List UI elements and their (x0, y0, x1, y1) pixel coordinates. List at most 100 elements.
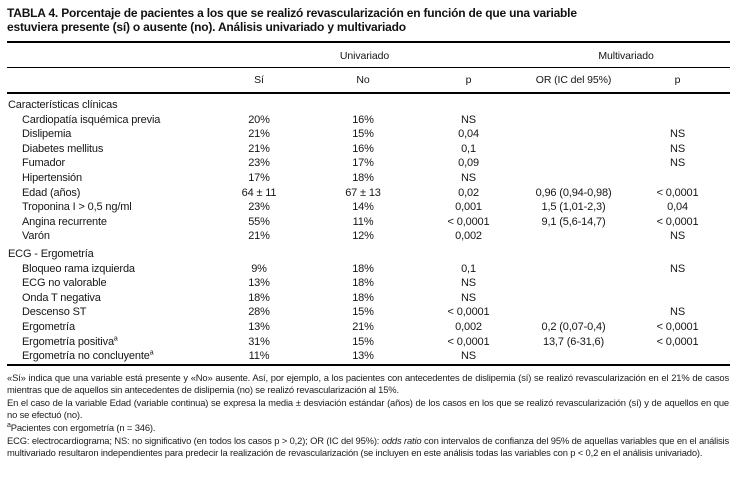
table-header: Univariado Multivariado Sí No p OR (IC d… (7, 42, 731, 94)
cell-p-multivariado: < 0,0001 (656, 335, 699, 348)
cell-si: 23% (248, 157, 270, 170)
cell-p-multivariado: NS (670, 230, 686, 243)
footnote-marker: a (149, 349, 154, 357)
table-row: Hipertensión 17% 18% NS (7, 171, 730, 186)
cell-p-multivariado: NS (670, 306, 686, 319)
cell-p-multivariado (625, 171, 730, 186)
column-header-p-univariado: p (415, 67, 523, 94)
column-header-row: Sí No p OR (IC del 95%) p (7, 67, 731, 94)
cell-no: 18% (352, 291, 374, 304)
cell-no: 18% (352, 262, 374, 275)
cell-p-univariado: 0,09 (458, 157, 479, 170)
cell-si: 55% (248, 215, 270, 228)
cell-or (522, 262, 625, 277)
cell-si: 21% (248, 142, 270, 155)
cell-p-multivariado: 0,04 (667, 201, 688, 214)
cell-or: 1,5 (1,01-2,3) (541, 201, 606, 214)
cell-p-univariado: < 0,0001 (447, 335, 490, 348)
cell-or (522, 276, 625, 291)
cell-p-univariado: 0,002 (455, 230, 482, 243)
cell-no: 12% (352, 230, 374, 243)
cell-no: 18% (352, 277, 374, 290)
cell-or: 0,96 (0,94-0,98) (535, 186, 612, 199)
table-title: TABLA 4. Porcentaje de pacientes a los q… (7, 6, 730, 34)
cell-or (522, 127, 625, 142)
row-label: Onda T negativa (22, 291, 101, 304)
section-header-row: Características clínicas (7, 93, 730, 113)
footnote-marker: a (113, 334, 118, 342)
footnote: «Sí» indica que una variable está presen… (7, 371, 729, 396)
cell-p-univariado: 0,002 (455, 320, 482, 333)
table-page: TABLA 4. Porcentaje de pacientes a los q… (7, 6, 731, 460)
table-row: Bloqueo rama izquierda 9% 18% 0,1 NS (7, 262, 730, 277)
cell-p-univariado: 0,1 (461, 142, 476, 155)
cell-no: 16% (352, 142, 374, 155)
table-row: Edad (años) 64 ± 11 67 ± 13 0,02 0,96 (0,94-… (7, 186, 730, 201)
cell-or (522, 171, 625, 186)
table-row: Troponina I > 0,5 ng/ml 23% 14% 0,001 1,5 (1… (7, 200, 730, 215)
corner-cell (7, 42, 207, 68)
cell-no: 17% (352, 157, 374, 170)
column-header-si: Sí (207, 67, 311, 94)
cell-si: 23% (248, 201, 270, 214)
row-label: Troponina I > 0,5 ng/ml (22, 201, 132, 214)
table-title-line2: estuviera presente (sí) o ausente (no). … (7, 19, 406, 34)
row-label: ECG no valorable (22, 277, 107, 290)
cell-p-univariado: NS (461, 291, 476, 304)
footnote: ECG: electrocardiograma; NS: no signific… (7, 434, 730, 459)
cell-or: 13,7 (6-31,6) (543, 335, 605, 348)
cell-or (522, 305, 625, 320)
row-label: Angina recurrente (22, 215, 107, 228)
cell-no: 21% (352, 320, 374, 333)
cell-p-univariado: NS (461, 350, 476, 363)
cell-p-univariado: 0,001 (455, 201, 482, 214)
italic-term: odds ratio (381, 434, 422, 446)
cell-p-univariado: < 0,0001 (447, 306, 490, 319)
table-row: Fumador 23% 17% 0,09 NS (7, 156, 730, 171)
cell-p-multivariado: NS (670, 128, 686, 141)
table-title-line1: TABLA 4. Porcentaje de pacientes a los q… (7, 6, 577, 20)
group-header-row: Univariado Multivariado (7, 42, 731, 68)
section-label: Características clínicas (8, 99, 118, 111)
cell-p-univariado: 0,02 (458, 186, 479, 199)
row-label: Ergometría no concluyentea (22, 349, 154, 363)
cell-no: 15% (352, 128, 374, 141)
column-header-no: No (311, 67, 415, 94)
cell-p-multivariado: NS (670, 262, 686, 275)
table-row: ECG no valorable 13% 18% NS (7, 276, 730, 291)
cell-no: 13% (352, 350, 374, 363)
row-label: Ergometría (22, 320, 75, 333)
table-row: Onda T negativa 18% 18% NS (7, 291, 730, 306)
cell-or: 9,1 (5,6-14,7) (541, 215, 606, 228)
table-row: Dislipemia 21% 15% 0,04 NS (7, 127, 730, 142)
column-header-or: OR (IC del 95%) (522, 67, 626, 94)
group-header-multivariado: Multivariado (522, 42, 731, 68)
table-row: Ergometría positivaa 31% 15% < 0,0001 13,7 (… (7, 335, 730, 350)
cell-no: 67 ± 13 (345, 186, 381, 199)
cell-p-univariado: NS (461, 171, 476, 184)
results-table: Univariado Multivariado Sí No p OR (IC d… (7, 41, 731, 366)
row-label: Ergometría positivaa (22, 334, 118, 348)
cell-p-univariado: NS (461, 113, 476, 126)
cell-or (522, 291, 625, 306)
cell-si: 13% (248, 277, 270, 290)
cell-si: 9% (251, 262, 267, 275)
footnotes: «Sí» indica que una variable está presen… (7, 372, 729, 460)
table-row: Ergometría no concluyentea 11% 13% NS (7, 349, 730, 365)
table-row: Varón 21% 12% 0,002 NS (7, 229, 730, 244)
cell-si: 20% (248, 113, 270, 126)
cell-si: 18% (248, 291, 270, 304)
corner-cell (7, 67, 207, 94)
cell-p-univariado: NS (461, 277, 476, 290)
row-label: Varón (22, 230, 50, 243)
table-body: Características clínicas Cardiopatía isqu… (7, 93, 730, 365)
cell-no: 16% (352, 113, 374, 126)
row-label: Bloqueo rama izquierda (22, 262, 135, 275)
cell-or (522, 349, 625, 365)
cell-si: 13% (248, 320, 270, 333)
footnote-marker: a (7, 421, 11, 429)
cell-no: 11% (352, 215, 374, 228)
cell-or (522, 113, 625, 128)
row-label: Dislipemia (22, 128, 72, 141)
table-row: Ergometría 13% 21% 0,002 0,2 (0,07-0,4) < 0,0… (7, 320, 730, 335)
